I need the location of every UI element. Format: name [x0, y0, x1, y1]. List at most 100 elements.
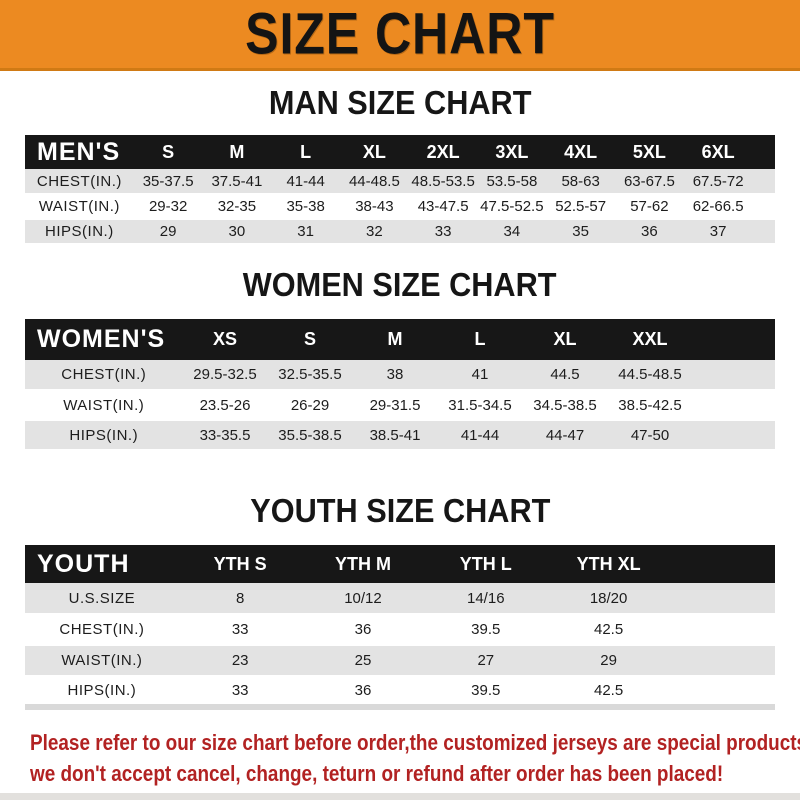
size-value-cell: 37 [709, 223, 727, 240]
spacer-cell [670, 545, 775, 583]
size-value-cell: 42.5 [593, 621, 624, 638]
women-size-table: WOMEN'S XS S M L XL XXL CHEST(IN.) 29.5-32.5 32.5… [25, 319, 775, 451]
size-value-cell: 10/12 [344, 589, 382, 607]
size-value-cell: 39.5 [471, 682, 501, 699]
size-value-cell: 47-50 [630, 426, 670, 444]
table-row: HIPS(IN.) 33 36 39.5 42.5 [25, 676, 775, 707]
row-label: CHEST(IN.) [61, 366, 147, 383]
size-value-cell: 35-37.5 [142, 172, 194, 190]
spacer-cell [670, 583, 775, 614]
size-value-cell: 53.5-58 [486, 172, 538, 190]
size-value-cell: 62-66.5 [692, 198, 744, 215]
size-value-cell: 42.5 [593, 682, 624, 699]
column-header: 4XL [564, 141, 598, 162]
size-value-cell: 41-44 [460, 426, 500, 444]
table-row: U.S.SIZE 8 10/12 14/16 18/20 [25, 583, 775, 614]
man-section-heading-text: MAN SIZE CHART [268, 84, 532, 121]
youth-section-heading: YOUTH SIZE CHART [0, 493, 800, 529]
size-value-cell: 36 [354, 682, 372, 699]
row-label: HIPS(IN.) [45, 223, 114, 240]
size-value-cell: 38 [386, 366, 404, 383]
column-header: YTH M [334, 553, 391, 574]
page-bottom-edge [0, 793, 800, 800]
size-value-cell: 57-62 [630, 198, 669, 215]
footer-disclaimer-line1-text: Please refer to our size chart before or… [30, 730, 800, 755]
size-value-cell: 31 [297, 223, 314, 240]
size-value-cell: 23.5-26 [199, 396, 251, 414]
spacer-cell [693, 319, 776, 360]
spacer-cell [753, 135, 776, 169]
women-section-heading: WOMEN SIZE CHART [0, 267, 800, 303]
size-value-cell: 35-38 [286, 198, 325, 215]
size-value-cell: 32 [366, 223, 383, 240]
women-section-heading-text: WOMEN SIZE CHART [243, 266, 557, 303]
column-header: S [303, 329, 316, 349]
size-value-cell: 34 [503, 223, 521, 240]
size-value-cell: 26-29 [290, 396, 330, 414]
size-value-cell: 38.5-41 [369, 426, 421, 444]
row-label: CHEST(IN.) [59, 621, 145, 638]
size-value-cell: 36 [354, 621, 372, 638]
footer-disclaimer: Please refer to our size chart before or… [30, 727, 800, 789]
man-size-table: MEN'S S M L XL 2XL 3XL 4XL 5XL 6XL CHEST(IN.) 35-37… [25, 135, 775, 245]
size-chart-banner: SIZE CHART [0, 0, 800, 71]
size-value-cell: 27 [477, 652, 495, 669]
footer-disclaimer-line1: Please refer to our size chart before or… [30, 727, 800, 758]
size-value-cell: 44-47 [545, 426, 585, 444]
size-value-cell: 67.5-72 [692, 172, 744, 190]
table-title-cell: MEN'S [37, 137, 121, 166]
column-header: XXL [632, 329, 668, 349]
column-header: 3XL [495, 141, 529, 162]
size-value-cell: 18/20 [589, 589, 628, 607]
spacer-cell [670, 645, 775, 676]
size-value-cell: 8 [235, 589, 245, 607]
size-value-cell: 25 [354, 652, 372, 669]
size-value-cell: 14/16 [467, 589, 505, 607]
size-value-cell: 36 [641, 223, 658, 240]
size-value-cell: 35 [572, 223, 589, 240]
size-value-cell: 29 [159, 223, 177, 240]
man-section-heading: MAN SIZE CHART [0, 85, 800, 121]
size-value-cell: 34.5-38.5 [533, 396, 597, 414]
size-value-cell: 52.5-57 [555, 198, 607, 215]
size-value-cell: 29.5-32.5 [193, 366, 257, 383]
size-value-cell: 44.5 [550, 366, 580, 383]
size-value-cell: 23 [231, 652, 249, 669]
spacer-cell [753, 194, 776, 219]
size-value-cell: 33 [434, 223, 452, 240]
size-value-cell: 41 [471, 366, 489, 383]
spacer-cell [753, 219, 776, 244]
column-header: L [300, 141, 312, 162]
footer-disclaimer-line2: we don't accept cancel, change, teturn o… [30, 758, 800, 789]
column-header: XL [553, 329, 577, 349]
size-value-cell: 32-35 [217, 198, 257, 215]
table-header-row: YOUTH YTH S YTH M YTH L YTH XL [25, 545, 775, 583]
size-value-cell: 44-48.5 [348, 172, 400, 190]
table-row: HIPS(IN.) 29 30 31 32 33 34 35 36 37 [25, 219, 775, 244]
spacer-cell [670, 676, 775, 707]
row-label: U.S.SIZE [68, 589, 136, 607]
youth-size-table: YOUTH YTH S YTH M YTH L YTH XL U.S.SIZE 8 10/12… [25, 545, 775, 710]
column-header: YTH L [459, 553, 512, 574]
size-value-cell: 29-31.5 [369, 396, 421, 414]
size-value-cell: 30 [228, 223, 246, 240]
row-label: CHEST(IN.) [36, 172, 122, 190]
size-value-cell: 47.5-52.5 [480, 198, 544, 215]
spacer-cell [693, 420, 776, 450]
size-value-cell: 33-35.5 [199, 426, 251, 444]
table-row: CHEST(IN.) 35-37.5 37.5-41 41-44 44-48.5 48.5… [25, 169, 775, 194]
column-header: 6XL [701, 141, 735, 162]
spacer-cell [693, 360, 776, 390]
youth-section-heading-text: YOUTH SIZE CHART [249, 492, 551, 529]
size-value-cell: 63-67.5 [623, 172, 675, 190]
table-row: HIPS(IN.) 33-35.5 35.5-38.5 38.5-41 41-44 44-… [25, 420, 775, 450]
size-value-cell: 32.5-35.5 [278, 366, 342, 383]
size-value-cell: 29-32 [148, 198, 188, 215]
size-value-cell: 58-63 [561, 172, 600, 190]
size-value-cell: 44.5-48.5 [618, 366, 682, 383]
size-value-cell: 39.5 [471, 621, 501, 638]
table-row: CHEST(IN.) 33 36 39.5 42.5 [25, 614, 775, 645]
footer-disclaimer-line2-text: we don't accept cancel, change, teturn o… [30, 761, 724, 786]
size-value-cell: 37.5-41 [211, 172, 263, 190]
spacer-cell [753, 169, 776, 194]
